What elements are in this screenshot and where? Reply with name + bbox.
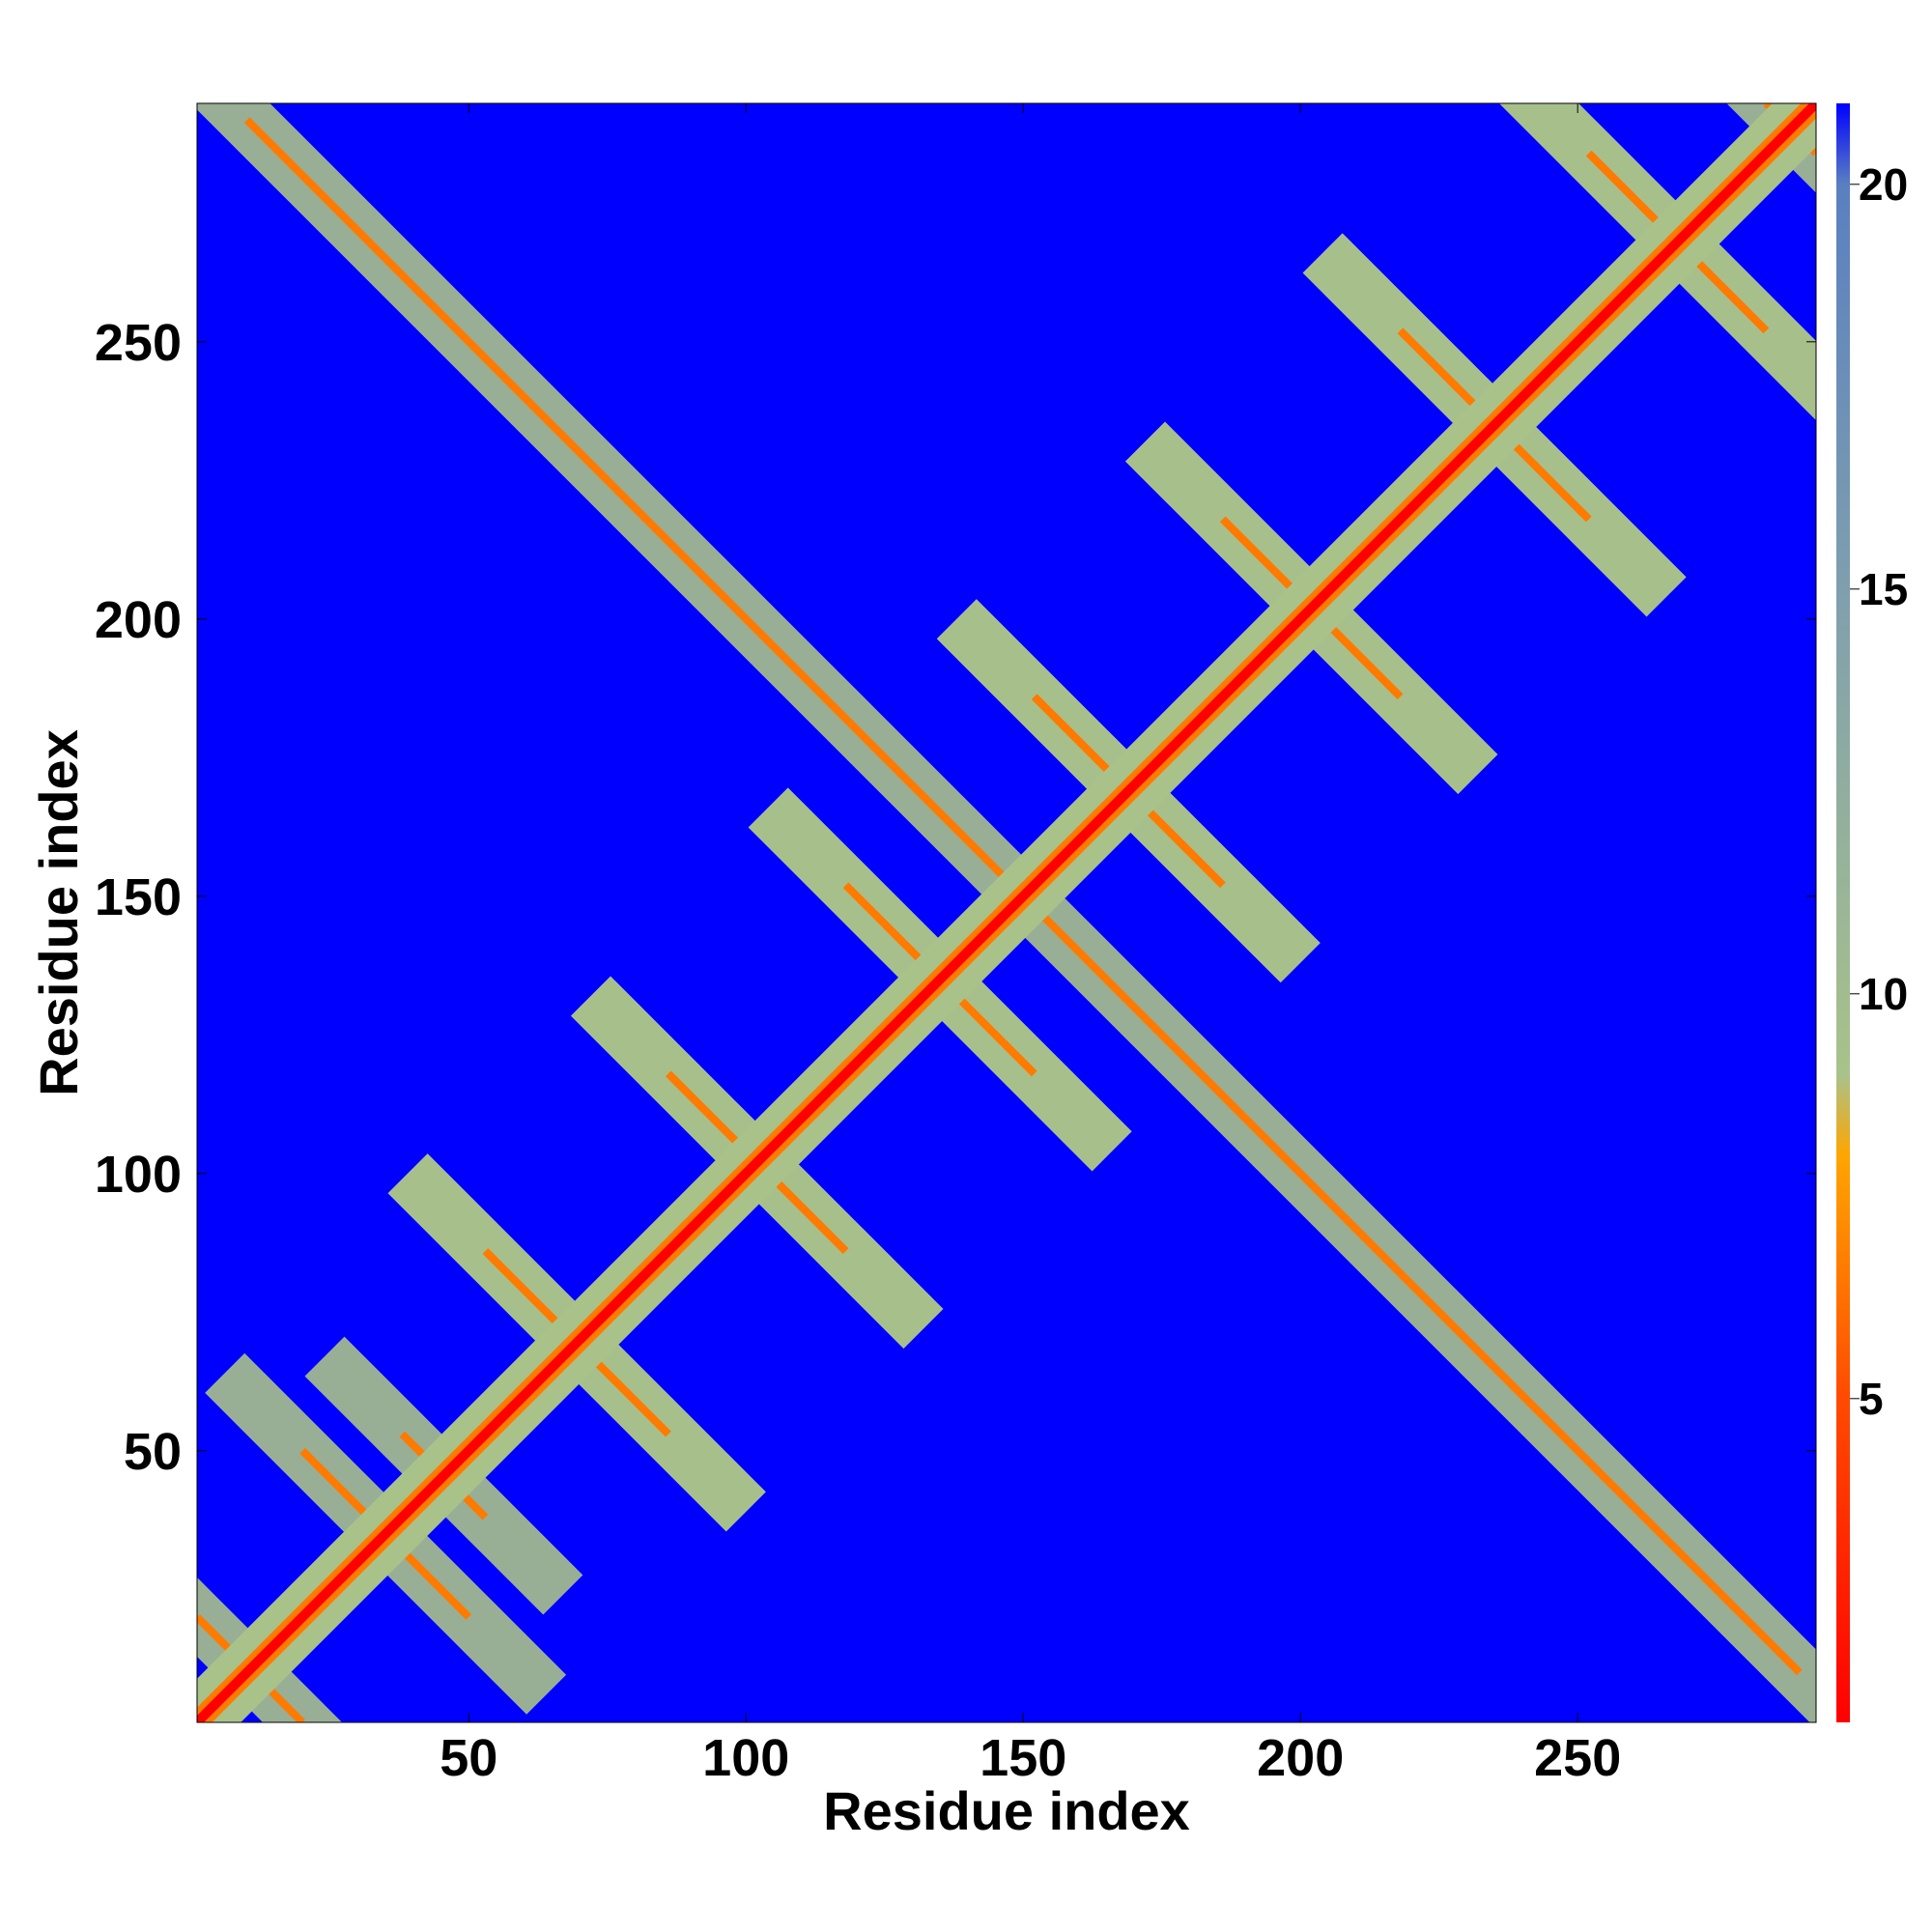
- colorbar-tick-label: 15: [1859, 564, 1908, 614]
- x-tick-label: 100: [702, 1729, 789, 1787]
- x-axis-ticks: 50 100 150 200 250: [440, 103, 1621, 1787]
- y-tick-label: 50: [124, 1423, 182, 1481]
- y-axis-ticks: 50 100 150 200 250: [95, 314, 1816, 1481]
- colorbar-ticks: 5 10 15 20: [1850, 159, 1908, 1424]
- x-tick-label: 50: [440, 1729, 497, 1787]
- plot-area: [196, 102, 1817, 1723]
- colorbar-tick-label: 10: [1859, 969, 1908, 1019]
- x-tick-label: 150: [980, 1729, 1066, 1787]
- colorbar-tick-label: 5: [1859, 1374, 1884, 1424]
- y-axis-label: Residue index: [28, 729, 89, 1096]
- colorbar-tick-label: 20: [1859, 159, 1908, 210]
- x-axis-label: Residue index: [823, 1780, 1190, 1841]
- plot-frame: [196, 102, 1817, 1723]
- y-tick-label: 200: [95, 591, 182, 649]
- colorbar-gradient: [1836, 103, 1850, 1722]
- y-tick-label: 100: [95, 1146, 182, 1204]
- y-tick-label: 250: [95, 314, 182, 372]
- heatmap-marks: [197, 103, 1816, 1722]
- x-tick-label: 250: [1534, 1729, 1621, 1787]
- diagonal-line: [197, 103, 1816, 1722]
- x-tick-label: 200: [1257, 1729, 1344, 1787]
- y-tick-label: 150: [95, 868, 182, 926]
- colorbar: 5 10 15 20: [1836, 103, 1908, 1722]
